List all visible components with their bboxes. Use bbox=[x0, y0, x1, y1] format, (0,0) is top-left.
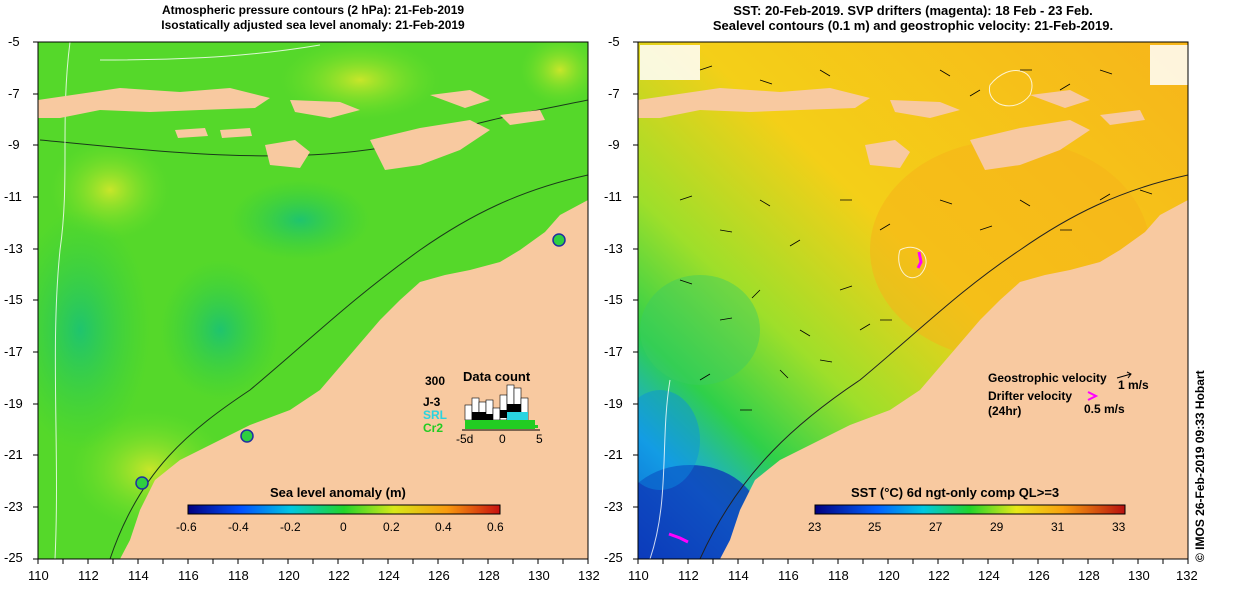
y-tick-right: -17 bbox=[604, 344, 623, 359]
y-tick-right: -25 bbox=[604, 550, 623, 565]
x-tick-right: 114 bbox=[728, 568, 749, 583]
left-title-line1: Atmospheric pressure contours (2 hPa): 2… bbox=[161, 3, 465, 17]
x-tick-left: 124 bbox=[378, 568, 400, 583]
inset-y-max: 300 bbox=[425, 374, 446, 388]
right-title-line1: SST: 20-Feb-2019. SVP drifters (magenta)… bbox=[733, 3, 1093, 18]
geo-velocity-arrow bbox=[1116, 371, 1132, 379]
drifter-scale: 0.5 m/s bbox=[1084, 402, 1125, 416]
sea-level-colorbar bbox=[187, 504, 501, 515]
sst-tick: 27 bbox=[929, 520, 943, 534]
x-tick-right: 112 bbox=[678, 568, 699, 583]
y-tick-left: -23 bbox=[4, 499, 23, 514]
x-tick-left: 132 bbox=[578, 568, 600, 583]
sst-tick: 33 bbox=[1112, 520, 1126, 534]
right-title-line2: Sealevel contours (0.1 m) and geostrophi… bbox=[712, 18, 1114, 33]
x-tick-right: 116 bbox=[778, 568, 799, 583]
sla-tick: -0.2 bbox=[280, 520, 301, 534]
y-tick-right: -5 bbox=[608, 34, 620, 49]
x-tick-left: 128 bbox=[478, 568, 500, 583]
x-tick-left: 122 bbox=[328, 568, 350, 583]
x-tick-left: 130 bbox=[528, 568, 550, 583]
sla-tick: 0 bbox=[340, 520, 347, 534]
y-tick-right: -21 bbox=[604, 447, 623, 462]
inset-x-tick-5: 5 bbox=[536, 432, 543, 446]
x-tick-right: 126 bbox=[1028, 568, 1050, 583]
sst-map bbox=[638, 42, 1188, 559]
y-tick-right: -9 bbox=[608, 137, 620, 152]
left-title-line2: Isostatically adjusted sea level anomaly… bbox=[161, 18, 465, 32]
sla-tick: -0.4 bbox=[228, 520, 249, 534]
y-tick-left: -5 bbox=[8, 34, 20, 49]
x-tick-right: 118 bbox=[828, 568, 849, 583]
sst-colorbar-title: SST (°C) 6d ngt-only comp QL>=3 bbox=[851, 485, 1060, 500]
x-tick-right: 110 bbox=[628, 568, 649, 583]
drifter-velocity-arrow bbox=[1087, 391, 1099, 401]
x-tick-left: 116 bbox=[178, 568, 199, 583]
imos-credit: © IMOS 26-Feb-2019 09:33 Hobart bbox=[1193, 370, 1207, 562]
x-tick-right: 122 bbox=[928, 568, 950, 583]
inset-x-tick-neg5: -5d bbox=[456, 432, 474, 446]
y-tick-left: -21 bbox=[4, 447, 23, 462]
sst-colorbar bbox=[814, 504, 1126, 515]
x-tick-right: 130 bbox=[1128, 568, 1150, 583]
x-tick-left: 114 bbox=[128, 568, 149, 583]
x-tick-left: 120 bbox=[278, 568, 300, 583]
inset-series-srl: SRL bbox=[423, 408, 447, 422]
x-tick-right: 120 bbox=[878, 568, 900, 583]
y-tick-left: -25 bbox=[4, 550, 23, 565]
axis-ticks bbox=[33, 41, 1189, 564]
x-tick-left: 126 bbox=[428, 568, 450, 583]
x-tick-right: 128 bbox=[1078, 568, 1100, 583]
inset-x-tick-0: 0 bbox=[499, 432, 506, 446]
x-tick-left: 110 bbox=[28, 568, 49, 583]
drifter-label-line1: Drifter velocity bbox=[988, 389, 1073, 403]
y-tick-right: -11 bbox=[604, 189, 622, 204]
y-tick-left: -15 bbox=[4, 292, 23, 307]
sst-tick: 29 bbox=[990, 520, 1004, 534]
x-tick-left: 112 bbox=[78, 568, 99, 583]
inset-series-j3: J-3 bbox=[423, 395, 441, 409]
x-tick-left: 118 bbox=[228, 568, 249, 583]
sea-level-map bbox=[38, 42, 588, 559]
sla-tick: 0.2 bbox=[383, 520, 400, 534]
sst-tick: 23 bbox=[808, 520, 822, 534]
sla-tick: 0.4 bbox=[435, 520, 452, 534]
y-tick-left: -7 bbox=[8, 86, 20, 101]
y-tick-left: -13 bbox=[4, 241, 23, 256]
y-tick-left: -9 bbox=[8, 137, 20, 152]
y-tick-right: -15 bbox=[604, 292, 623, 307]
velocity-vectors bbox=[679, 65, 1153, 411]
sst-tick: 25 bbox=[868, 520, 882, 534]
sst-tick: 31 bbox=[1051, 520, 1065, 534]
y-tick-left: -11 bbox=[4, 189, 22, 204]
x-tick-right: 132 bbox=[1176, 568, 1198, 583]
x-tick-right: 124 bbox=[978, 568, 1000, 583]
sea-level-colorbar-title: Sea level anomaly (m) bbox=[270, 485, 406, 500]
y-tick-right: -13 bbox=[604, 241, 623, 256]
sla-tick: -0.6 bbox=[176, 520, 197, 534]
geo-velocity-scale: 1 m/s bbox=[1118, 378, 1149, 392]
y-tick-right: -23 bbox=[604, 499, 623, 514]
data-count-inset bbox=[462, 384, 540, 431]
y-tick-right: -7 bbox=[608, 86, 620, 101]
y-tick-left: -19 bbox=[4, 396, 23, 411]
sla-tick: 0.6 bbox=[487, 520, 504, 534]
geo-velocity-label: Geostrophic velocity bbox=[988, 371, 1107, 385]
inset-series-cr2: Cr2 bbox=[423, 421, 444, 435]
y-tick-left: -17 bbox=[4, 344, 23, 359]
drifter-label-line2: (24hr) bbox=[988, 404, 1022, 418]
y-tick-right: -19 bbox=[604, 396, 623, 411]
inset-title: Data count bbox=[463, 369, 531, 384]
